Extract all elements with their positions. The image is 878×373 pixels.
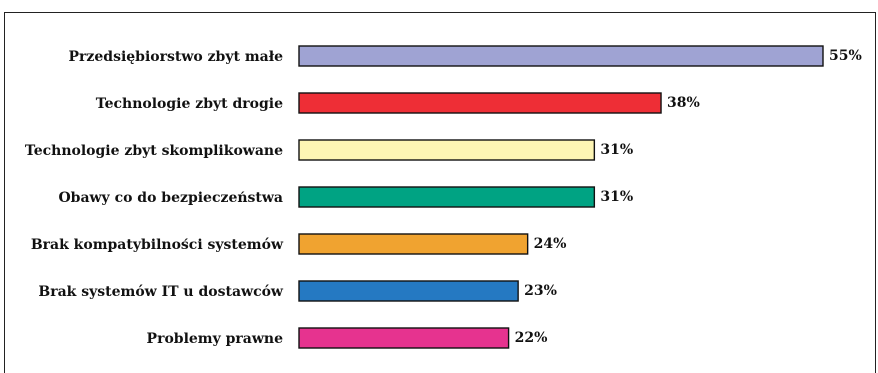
category-label: Technologie zbyt drogie (96, 96, 283, 112)
bar (298, 280, 519, 302)
bar (298, 186, 596, 208)
bar (298, 139, 596, 161)
value-label: 31% (600, 142, 633, 158)
category-label: Brak kompatybilności systemów (31, 237, 284, 253)
bars-layer (298, 45, 824, 349)
labels-layer: Przedsiębiorstwo zbyt małe 55% Technologie… (25, 48, 862, 347)
bar (298, 233, 529, 255)
bar (298, 92, 662, 114)
value-label: 38% (667, 95, 700, 111)
category-label: Przedsiębiorstwo zbyt małe (69, 49, 284, 65)
value-label: 22% (515, 330, 548, 346)
category-label: Technologie zbyt skomplikowane (25, 143, 283, 159)
bar (298, 327, 510, 349)
value-label: 31% (600, 189, 633, 205)
category-label: Problemy prawne (147, 331, 284, 347)
category-label: Obawy co do bezpieczeństwa (58, 190, 283, 206)
bar (298, 45, 824, 67)
value-label: 23% (524, 283, 557, 299)
value-label: 24% (534, 236, 567, 252)
chart-frame (4, 12, 876, 373)
category-label: Brak systemów IT u dostawców (38, 284, 284, 300)
value-label: 55% (829, 48, 862, 64)
